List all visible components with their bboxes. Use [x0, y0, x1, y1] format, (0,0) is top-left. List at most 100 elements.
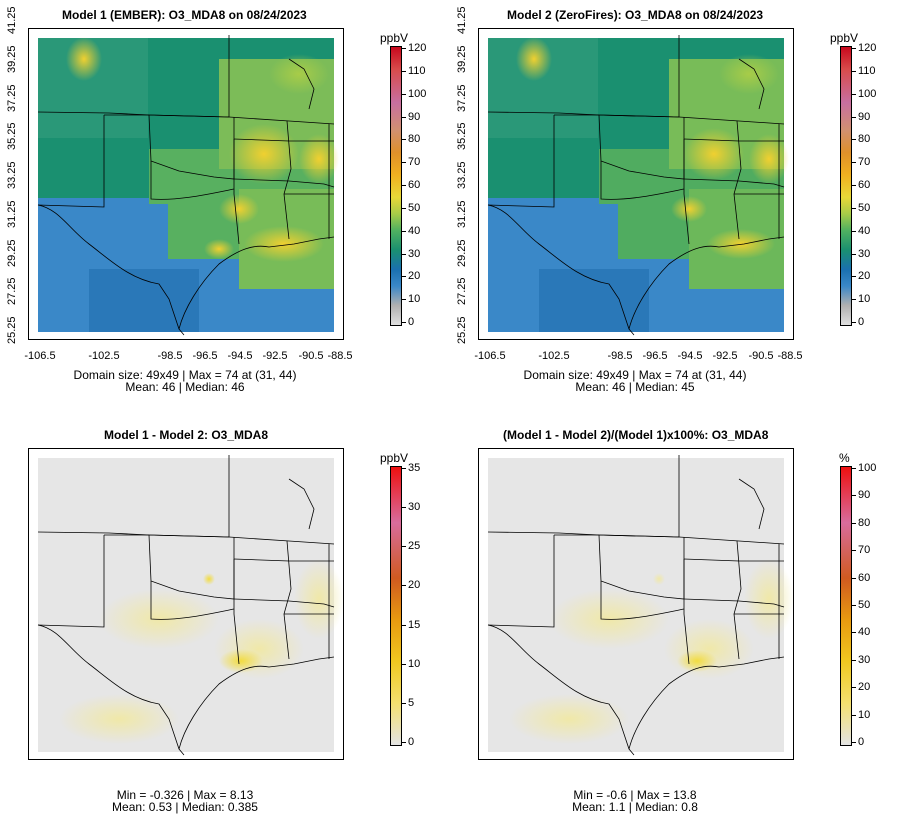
colorbar-tickmark [852, 93, 856, 95]
colorbar-tick-label: 15 [408, 618, 421, 631]
colorbar-tick-label: 70 [858, 156, 871, 169]
y-tick-label: 35.25 [456, 122, 468, 151]
panel-model2: Model 2 (ZeroFires): O3_MDA8 on 08/24/20… [450, 0, 900, 420]
colorbar-tick-label: 50 [408, 201, 421, 214]
colorbar-tick-label: 20 [858, 681, 871, 694]
y-tick-label: 37.25 [6, 83, 18, 112]
y-tick-label: 41.25 [6, 6, 18, 34]
colorbar-tickmark [852, 659, 856, 661]
panel-title: Model 1 - Model 2: O3_MDA8 [104, 428, 269, 442]
colorbar-tickmark [402, 299, 406, 301]
stats-line2: Mean: 1.1 | Median: 0.8 [572, 800, 698, 814]
colorbar-tickmark [402, 70, 406, 72]
y-tick-label: 41.25 [456, 6, 468, 34]
colorbar-tickmark [852, 162, 856, 164]
colorbar-tick-label: 70 [858, 544, 871, 557]
colorbar [840, 466, 852, 746]
colorbar-tick-label: 60 [858, 179, 871, 191]
colorbar-tickmark [402, 702, 406, 704]
panel-title: Model 2 (ZeroFires): O3_MDA8 on 08/24/20… [507, 8, 764, 22]
colorbar-tickmark [402, 207, 406, 209]
x-tick-label: -96.5 [642, 350, 668, 362]
stats-line1: Domain size: 49x49 | Max = 74 at (31, 44… [523, 368, 747, 382]
colorbar-tick-label: 40 [858, 224, 871, 237]
y-tick-label: 31.25 [6, 200, 18, 228]
colorbar-tick-label: 110 [408, 64, 426, 77]
colorbar-tickmark [852, 687, 856, 689]
y-tick-label: 25.25 [456, 316, 468, 344]
colorbar-tickmark [402, 162, 406, 164]
colorbar-tick-label: 25 [408, 540, 421, 553]
x-tick-label: -102.5 [538, 350, 570, 362]
colorbar-tick-label: 80 [858, 516, 871, 529]
colorbar-tick-label: 0 [858, 316, 865, 328]
panel-difference: Model 1 - Model 2: O3_MDA8 [0, 420, 450, 840]
colorbar-tick-label: 30 [858, 247, 871, 260]
colorbar-tickmark [852, 468, 856, 469]
colorbar-tick-label: 100 [858, 87, 877, 100]
x-tick-label: -106.5 [24, 350, 56, 362]
map-svg [487, 455, 793, 756]
y-tick-label: 37.25 [456, 83, 468, 112]
panel-title: (Model 1 - Model 2)/(Model 1)x100%: O3_M… [503, 428, 769, 442]
x-tick-label: -98.5 [157, 350, 183, 362]
colorbar-unit: ppbV [380, 31, 409, 45]
map-plot [478, 448, 794, 760]
colorbar-tick-label: 90 [408, 110, 421, 123]
x-tick-label: -88.5 [327, 350, 353, 362]
colorbar-tick-label: 70 [408, 156, 421, 169]
map-svg [487, 35, 789, 336]
colorbar-tick-label: 20 [858, 270, 871, 283]
x-tick-label: -88.5 [777, 350, 803, 362]
colorbar-tick-label: 50 [858, 599, 871, 611]
colorbar-tickmark [852, 495, 856, 497]
colorbar-tickmark [852, 70, 856, 72]
colorbar-tick-label: 90 [858, 489, 871, 502]
colorbar-tick-label: 30 [408, 247, 421, 260]
colorbar-tickmark [852, 714, 856, 716]
colorbar-tickmark [402, 546, 406, 548]
colorbar-tick-label: 100 [408, 87, 427, 100]
colorbar-tickmark [852, 550, 856, 552]
y-tick-label: 27.25 [456, 277, 468, 306]
colorbar-tickmark [852, 632, 856, 634]
colorbar-tick-label: 10 [858, 708, 871, 721]
x-tick-label: -94.5 [677, 350, 703, 362]
colorbar-tickmark [402, 253, 406, 255]
colorbar-tickmark [852, 207, 856, 209]
x-tick-label: -106.5 [474, 350, 506, 362]
map-plot [478, 28, 794, 340]
colorbar-tickmark [852, 276, 856, 278]
colorbar-tickmark [852, 577, 856, 579]
y-tick-label: 27.25 [6, 277, 18, 306]
colorbar-tick-label: 40 [858, 626, 871, 639]
colorbar-tick-label: 120 [408, 42, 427, 54]
colorbar-tickmark [852, 253, 856, 255]
colorbar-tickmark [852, 299, 856, 301]
stats-line1: Min = -0.6 | Max = 13.8 [573, 788, 697, 802]
colorbar-tick-label: 50 [858, 201, 871, 214]
map-svg [37, 35, 339, 336]
panel-title: Model 1 (EMBER): O3_MDA8 on 08/24/2023 [62, 8, 307, 22]
colorbar-tickmark [852, 139, 856, 141]
colorbar-tickmark [402, 185, 406, 186]
colorbar-tickmark [402, 624, 406, 626]
colorbar-tick-label: 100 [858, 462, 877, 474]
map-plot [28, 28, 344, 340]
x-tick-label: -90.5 [298, 350, 324, 362]
stats-line1: Domain size: 49x49 | Max = 74 at (31, 44… [73, 368, 297, 382]
colorbar-tickmark [402, 116, 406, 118]
colorbar-tick-label: 10 [408, 657, 421, 670]
colorbar-tickmark [852, 522, 856, 524]
colorbar-tickmark [402, 663, 406, 665]
y-tick-label: 33.25 [6, 161, 18, 189]
colorbar-tickmark [402, 139, 406, 141]
colorbar-tick-label: 60 [408, 179, 421, 191]
colorbar-tickmark [852, 742, 856, 743]
colorbar-unit: ppbV [380, 451, 409, 465]
colorbar-tick-label: 20 [408, 579, 421, 592]
colorbar-tick-label: 90 [858, 110, 871, 123]
colorbar-tickmark [402, 276, 406, 278]
colorbar-tick-label: 5 [408, 696, 415, 709]
colorbar-tick-label: 0 [408, 316, 415, 328]
